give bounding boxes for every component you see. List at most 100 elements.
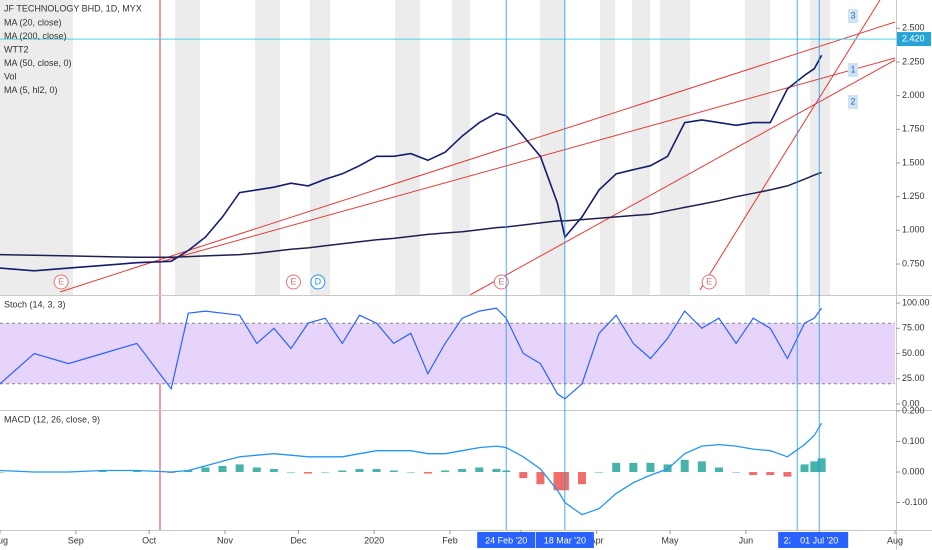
macd-histogram-bar: [286, 472, 295, 473]
macd-histogram-bar: [406, 472, 415, 473]
event-label: D: [315, 276, 322, 286]
y-tick-label: 1.250: [902, 191, 925, 201]
y-tick-label: 2.250: [902, 56, 925, 66]
y-tick-label: 2.500: [902, 23, 925, 33]
macd-histogram-bar: [321, 472, 330, 473]
macd-histogram-bar: [269, 468, 278, 473]
macd-histogram-bar: [629, 462, 638, 473]
macd-histogram-bar: [714, 467, 723, 473]
y-tick-label: 0.100: [902, 436, 925, 446]
macd-histogram-bar: [519, 472, 528, 479]
highlight-label: 01 Jul '20: [800, 535, 838, 545]
y-tick-label: 0.000: [902, 466, 925, 476]
annotation-box: [848, 63, 858, 77]
panel-title: MACD (12, 26, close, 9): [4, 414, 100, 424]
y-tick-label: 50.00: [902, 348, 925, 358]
y-tick-label: 1.500: [902, 157, 925, 167]
event-marker: [285, 274, 301, 290]
event-label: E: [58, 276, 64, 286]
y-tick-label: 0.200: [902, 405, 925, 415]
event-marker: [310, 274, 326, 290]
y-tick-label: 1.000: [902, 225, 925, 235]
ma-line: [0, 171, 822, 259]
annotation-label: 3: [850, 10, 855, 20]
macd-histogram-bar: [732, 472, 741, 473]
y-tick-label: 75.00: [902, 323, 925, 333]
x-tick-label: Sep: [68, 535, 84, 545]
event-label: E: [290, 276, 296, 286]
y-tick-label: -0.100: [902, 497, 928, 507]
last-price-label: 2.420: [902, 33, 925, 43]
annotation-box: [848, 95, 858, 109]
y-tick-label: 25.00: [902, 373, 925, 383]
macd-histogram-bar: [252, 467, 261, 473]
macd-histogram-bar: [553, 472, 562, 491]
macd-histogram-bar: [749, 472, 758, 476]
trend-lines: [59, 0, 896, 530]
event-label: E: [498, 276, 504, 286]
annotation-box: [848, 9, 858, 23]
annotation-label: 1: [850, 64, 855, 74]
y-tick-label: 0.750: [902, 258, 925, 268]
highlight-label: 18 Mar '20: [544, 535, 586, 545]
x-tick-label: Oct: [142, 535, 157, 545]
macd-histogram-bar: [646, 462, 655, 473]
annotation-label: 2: [850, 96, 855, 106]
macd-histogram-bar: [304, 472, 313, 474]
macd-histogram-bar: [577, 472, 586, 485]
macd-histogram-bar: [612, 462, 621, 473]
session-shading: [0, 0, 830, 295]
macd-histogram-bar: [458, 468, 467, 473]
legend-entry: WTT2: [4, 44, 29, 54]
x-tick-label: Nov: [217, 535, 234, 545]
x-tick-label: Dec: [290, 535, 307, 545]
legend-entry: Vol: [4, 71, 17, 81]
highlight-label-box: [477, 532, 536, 548]
macd-histogram-bar: [800, 464, 809, 473]
event-marker: [701, 274, 717, 290]
x-tick-label: Jun: [739, 535, 754, 545]
macd-histogram-bar: [783, 472, 792, 477]
stoch-line: [0, 307, 823, 400]
legend-entry: MA (20, close): [4, 17, 62, 27]
x-tick-label: Aug: [887, 535, 903, 545]
macd-histogram-bar: [680, 459, 689, 473]
y-tick-label: 0.00: [902, 398, 920, 408]
event-marker: [493, 274, 509, 290]
event-marker: [53, 274, 69, 290]
macd-histogram-bar: [235, 464, 244, 473]
macd-histogram-bar: [766, 472, 775, 476]
macd-histogram-bar: [372, 468, 381, 473]
legend-entry: MA (200, close): [4, 31, 67, 41]
macd-histogram-bar: [492, 468, 501, 473]
macd-histogram-bar: [389, 470, 398, 473]
macd-histogram-bar: [817, 458, 826, 473]
macd-histogram-bar: [595, 472, 604, 473]
macd-line: [0, 422, 823, 516]
legend-entry: MA (50, close, 0): [4, 58, 72, 68]
y-tick-label: 1.750: [902, 124, 925, 134]
highlight-label-box: [535, 532, 594, 548]
legend-entry: MA (5, hl2, 0): [4, 85, 58, 95]
macd-histogram-bar: [697, 461, 706, 473]
last-price-box: [897, 32, 931, 47]
ma-line: [0, 54, 823, 272]
macd-histogram-bar: [98, 470, 107, 473]
macd-histogram-bar: [338, 470, 347, 473]
highlight-label-box: [790, 532, 849, 548]
x-tick-label: May: [662, 535, 680, 545]
macd-histogram-bar: [184, 470, 193, 473]
macd-histogram-bar: [218, 465, 227, 473]
y-tick-label: 100.00: [902, 297, 930, 307]
macd-histogram-bar: [441, 470, 450, 473]
x-tick-label: Feb: [442, 535, 458, 545]
panel-title: JF TECHNOLOGY BHD, 1D, MYX: [4, 3, 142, 13]
macd-histogram-bar: [475, 467, 484, 473]
y-tick-label: 2.000: [902, 90, 925, 100]
stoch-band: [0, 323, 895, 384]
x-tick-label: 2020: [364, 535, 384, 545]
macd-histogram-bar: [201, 467, 210, 473]
highlight-label: 24 Feb '20: [485, 535, 527, 545]
